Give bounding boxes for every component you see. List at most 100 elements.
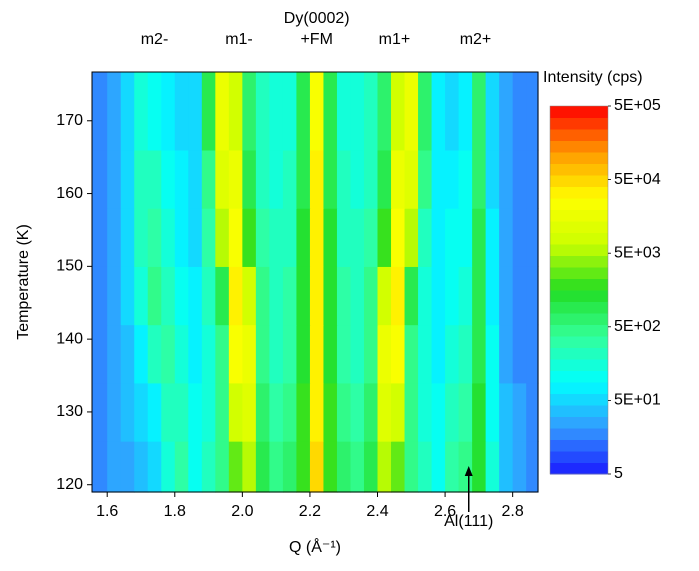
x-tick-label: 2.8 [502, 503, 524, 520]
heat-cell [526, 441, 539, 493]
heat-cell [161, 72, 176, 151]
heat-cell [269, 441, 284, 493]
heat-cell [92, 441, 108, 493]
heat-cell [431, 441, 446, 493]
y-tick-label: 150 [56, 258, 83, 275]
heat-cell [161, 324, 176, 384]
heatmap [92, 72, 539, 493]
colorbar-band [550, 163, 608, 176]
heat-cell [472, 324, 487, 384]
heat-cell [107, 208, 122, 267]
heat-cell [418, 208, 433, 267]
heat-cell [147, 441, 162, 493]
heat-cell [188, 382, 203, 442]
x-tick-label: 2.6 [434, 503, 456, 520]
peak-label: m2+ [460, 31, 492, 48]
heat-cell [309, 208, 325, 267]
heat-cell [512, 382, 527, 442]
heat-cell [188, 208, 203, 267]
colorbar-band [550, 347, 608, 360]
heat-cell [147, 382, 162, 442]
heat-cell [242, 149, 257, 209]
heat-cell [188, 441, 203, 493]
heat-cell [431, 208, 446, 267]
heat-cell [404, 72, 419, 151]
heat-cell [161, 208, 176, 267]
heat-cell [255, 266, 270, 326]
heat-cell [458, 324, 473, 384]
heat-cell [147, 324, 162, 384]
heat-cell [431, 149, 446, 209]
heat-cell [215, 266, 230, 326]
heat-cell [363, 266, 379, 326]
heat-cell [134, 208, 149, 267]
x-tick-label: 2.2 [299, 503, 321, 520]
heat-cell [147, 266, 162, 326]
colorbar-band [550, 370, 608, 383]
heat-cell [309, 441, 325, 493]
heat-cell [242, 208, 257, 267]
heat-cell [472, 382, 487, 442]
y-tick-label: 130 [56, 403, 83, 420]
heat-cell [107, 266, 122, 326]
heat-cell [418, 266, 433, 326]
heat-cell [485, 324, 500, 384]
heat-cell [201, 324, 216, 384]
heat-cell [120, 72, 135, 151]
heat-cell [526, 208, 539, 267]
heat-cell [499, 149, 514, 209]
heat-cell [377, 208, 392, 267]
heat-cell [458, 72, 473, 151]
x-tick-label: 1.8 [164, 503, 186, 520]
colorbar-band [550, 186, 608, 199]
heat-cell [445, 72, 460, 151]
plot-frame [91, 71, 539, 493]
heat-cell [161, 382, 176, 442]
heat-cell [445, 324, 460, 384]
heat-cell [120, 149, 135, 209]
heat-cell [134, 72, 149, 151]
heat-cell [255, 208, 270, 267]
heat-cell [363, 149, 379, 209]
heat-cell [188, 266, 203, 326]
heat-cell [526, 72, 539, 151]
heat-cell [499, 382, 514, 442]
colorbar-tick-label: 5E+05 [614, 97, 661, 114]
heat-cell [134, 149, 149, 209]
heat-cell [391, 324, 406, 384]
heat-cell [242, 266, 257, 326]
heat-cell [404, 324, 419, 384]
heat-cell [391, 208, 406, 267]
heat-cell [323, 149, 338, 209]
heat-cell [161, 266, 176, 326]
heat-cell [309, 149, 325, 209]
heat-cell [174, 382, 189, 442]
heat-cell [255, 72, 270, 151]
heat-cell [120, 266, 135, 326]
colorbar-band [550, 451, 608, 463]
heat-cell [336, 208, 352, 267]
peak-label: m2- [141, 31, 169, 48]
heat-cell [228, 149, 243, 209]
heat-cell [269, 208, 284, 267]
heat-cell [336, 324, 352, 384]
heat-cell [296, 208, 311, 267]
heat-cell [499, 441, 514, 493]
heat-cell [215, 208, 230, 267]
heat-cell [134, 441, 149, 493]
heat-cell [215, 441, 230, 493]
heat-cell [147, 208, 162, 267]
heat-cell [350, 441, 365, 493]
heat-cell [282, 208, 298, 267]
heat-cell [269, 382, 284, 442]
peak-label: Dy(0002) [284, 10, 350, 27]
heat-cell [391, 72, 406, 151]
heat-cell [309, 266, 325, 326]
heat-cell [134, 382, 149, 442]
heat-cell [363, 441, 379, 493]
heat-cell [472, 208, 487, 267]
colorbar-band [550, 278, 608, 291]
heat-cell [92, 266, 108, 326]
heat-cell [269, 72, 284, 151]
